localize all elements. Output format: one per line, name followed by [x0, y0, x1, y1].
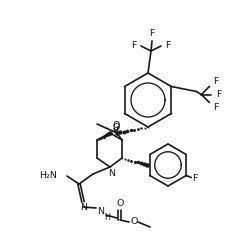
Text: F: F — [149, 29, 155, 39]
Text: H: H — [104, 212, 110, 222]
Text: N: N — [109, 169, 115, 177]
Text: F: F — [213, 77, 218, 86]
Text: N: N — [81, 203, 87, 211]
Text: N: N — [98, 207, 105, 216]
Text: F: F — [131, 42, 137, 50]
Text: F: F — [216, 90, 221, 99]
Text: O: O — [112, 120, 120, 130]
Text: F: F — [165, 42, 171, 50]
Text: O: O — [116, 200, 124, 208]
Text: O: O — [112, 123, 120, 133]
Text: O: O — [130, 217, 138, 227]
Text: H₂N: H₂N — [39, 172, 57, 180]
Text: F: F — [213, 103, 218, 112]
Text: F: F — [192, 174, 198, 183]
